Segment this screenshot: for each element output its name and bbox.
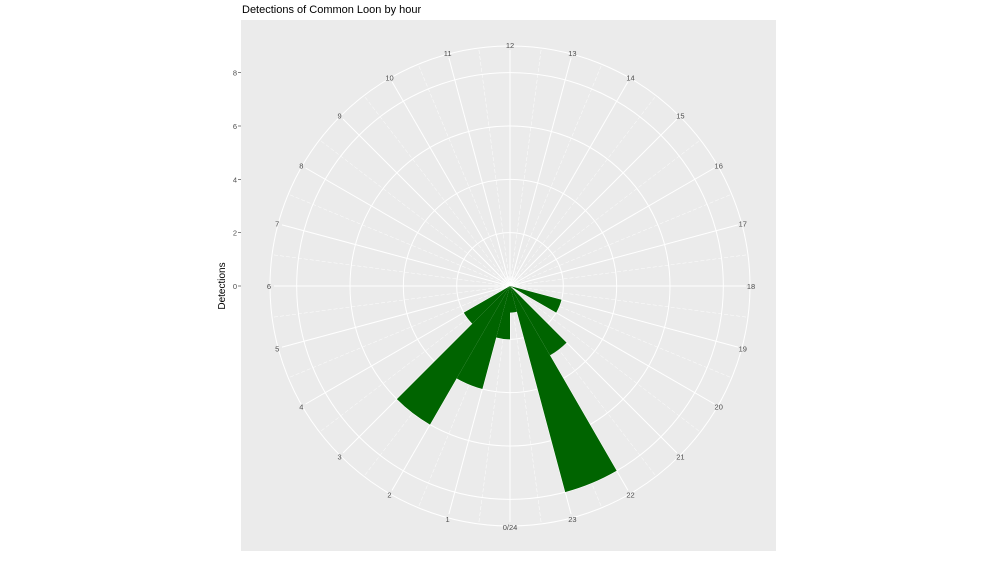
major-spoke bbox=[509, 285, 715, 405]
bars bbox=[396, 286, 617, 493]
bar-hour-0 bbox=[496, 286, 510, 340]
chart-title: Detections of Common Loon by hour bbox=[242, 4, 421, 16]
hour-label: 0/24 bbox=[503, 523, 518, 532]
hour-label: 18 bbox=[747, 282, 755, 291]
hour-label: 8 bbox=[299, 162, 303, 171]
hour-label: 11 bbox=[444, 49, 452, 58]
y-tick-label: 4 bbox=[233, 175, 237, 184]
bar-hour-1 bbox=[456, 286, 510, 390]
minor-spoke bbox=[509, 139, 701, 287]
major-spoke bbox=[509, 167, 715, 287]
minor-spoke bbox=[288, 285, 511, 379]
hour-label: 7 bbox=[275, 220, 279, 229]
major-spoke bbox=[509, 285, 739, 348]
major-spoke bbox=[509, 224, 739, 287]
bar-hour-19 bbox=[510, 286, 562, 313]
y-tick-label: 8 bbox=[233, 69, 237, 78]
hour-label: 15 bbox=[676, 112, 684, 121]
hour-label: 14 bbox=[626, 73, 634, 82]
outer-circle bbox=[269, 45, 751, 527]
minor-spoke bbox=[272, 254, 511, 287]
major-spoke bbox=[391, 81, 511, 287]
minor-spoke bbox=[509, 95, 657, 287]
hour-label: 5 bbox=[275, 344, 279, 353]
hour-label: 4 bbox=[299, 403, 303, 412]
hour-label: 6 bbox=[267, 282, 271, 291]
bar-hour-2 bbox=[396, 286, 510, 425]
hour-label: 9 bbox=[338, 112, 342, 121]
hour-label: 22 bbox=[626, 491, 634, 500]
major-spoke bbox=[509, 118, 678, 287]
minor-spoke bbox=[509, 285, 701, 433]
major-spoke bbox=[281, 285, 511, 348]
minor-spoke bbox=[288, 193, 511, 287]
bar-hour-21 bbox=[510, 286, 567, 356]
y-tick-label: 6 bbox=[233, 122, 237, 131]
bar-hour-23 bbox=[510, 286, 517, 313]
minor-spoke bbox=[509, 193, 732, 287]
minor-spoke bbox=[363, 95, 511, 287]
hour-label: 19 bbox=[739, 344, 747, 353]
hour-label: 10 bbox=[385, 73, 393, 82]
minor-spoke bbox=[272, 285, 511, 318]
hour-label: 23 bbox=[568, 515, 576, 524]
major-spoke bbox=[305, 167, 511, 287]
major-spoke bbox=[281, 224, 511, 287]
major-spoke bbox=[342, 118, 511, 287]
hour-labels: 0/24123456789101112131415161718192021222… bbox=[267, 41, 755, 532]
y-tick-label: 2 bbox=[233, 229, 237, 238]
major-spoke bbox=[509, 57, 572, 287]
minor-spoke bbox=[509, 48, 542, 287]
hour-label: 16 bbox=[715, 162, 723, 171]
y-tick-label: 0 bbox=[233, 282, 237, 291]
major-spoke bbox=[448, 57, 511, 287]
hour-label: 20 bbox=[715, 403, 723, 412]
minor-spoke bbox=[509, 285, 748, 318]
bar-hour-3 bbox=[463, 286, 510, 324]
minor-spoke bbox=[417, 64, 511, 287]
hour-label: 12 bbox=[506, 41, 514, 50]
minor-spoke bbox=[509, 285, 542, 524]
hour-label: 1 bbox=[446, 515, 450, 524]
minor-spoke bbox=[509, 254, 748, 287]
bar-hour-22 bbox=[510, 286, 617, 493]
y-axis-label: Detections bbox=[217, 262, 228, 309]
major-spoke bbox=[509, 81, 629, 287]
hour-label: 2 bbox=[387, 491, 391, 500]
y-axis: 0 2 4 6 8 bbox=[233, 69, 241, 291]
minor-spoke bbox=[319, 139, 511, 287]
minor-spoke bbox=[478, 48, 511, 287]
hour-label: 21 bbox=[676, 452, 684, 461]
hour-label: 3 bbox=[338, 452, 342, 461]
hour-label: 13 bbox=[568, 49, 576, 58]
minor-spoke bbox=[509, 64, 603, 287]
hour-label: 17 bbox=[739, 220, 747, 229]
minor-spoke bbox=[478, 285, 511, 524]
